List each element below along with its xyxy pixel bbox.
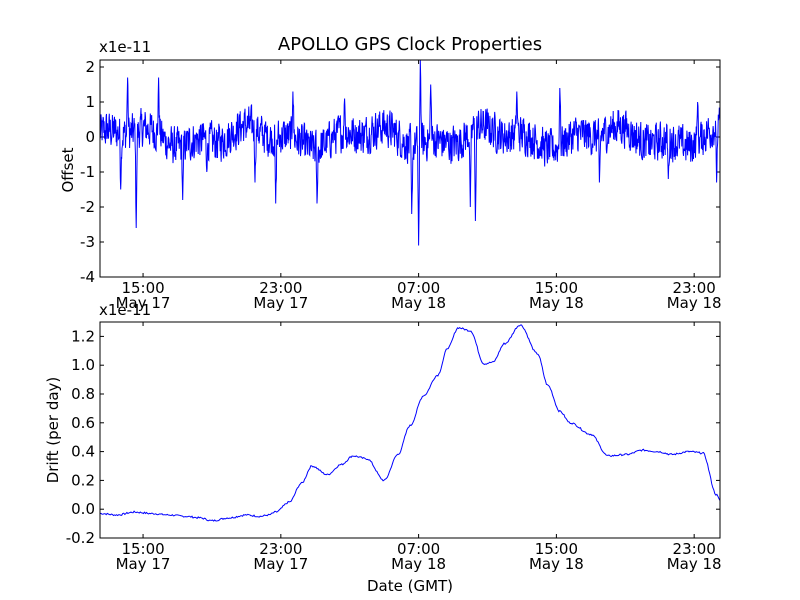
xtick-date-label: May 17	[253, 294, 308, 312]
xtick-time-label: 23:00	[673, 279, 716, 297]
xtick-date-label: May 18	[391, 294, 446, 312]
xtick-time-label: 23:00	[673, 540, 716, 558]
ytick-label: -1	[80, 163, 95, 181]
ytick-label: 1	[85, 93, 95, 111]
ytick-label: 0.8	[71, 385, 95, 403]
xtick-time-label: 15:00	[535, 279, 578, 297]
date-axis-label: Date (GMT)	[367, 577, 453, 595]
drift-series-line	[99, 324, 721, 522]
drift-scale-label: x1e-11	[99, 301, 151, 319]
xtick-time-label: 23:00	[259, 540, 302, 558]
xtick-date-label: May 18	[391, 555, 446, 573]
xtick-time-label: 15:00	[121, 279, 164, 297]
ytick-label: 0	[85, 128, 95, 146]
xtick-date-label: May 17	[116, 294, 171, 312]
xtick-time-label: 23:00	[259, 279, 302, 297]
xtick-date-label: May 17	[253, 555, 308, 573]
xtick-time-label: 07:00	[397, 540, 440, 558]
offset-series-line	[99, 59, 721, 246]
ytick-label: 0.2	[71, 471, 95, 489]
offset-scale-label: x1e-11	[99, 38, 151, 56]
offset-plot-frame	[99, 59, 721, 278]
xtick-time-label: 15:00	[535, 540, 578, 558]
xtick-date-label: May 17	[116, 555, 171, 573]
ytick-label: 2	[85, 58, 95, 76]
ytick-label: 0.0	[71, 500, 95, 518]
ytick-label: 1.2	[71, 327, 95, 345]
ytick-label: 0.6	[71, 414, 95, 432]
drift-axis-label: Drift (per day)	[44, 377, 62, 484]
xtick-time-label: 15:00	[121, 540, 164, 558]
drift-plot-frame	[99, 321, 721, 539]
ytick-label: -3	[80, 233, 95, 251]
xtick-date-label: May 18	[529, 555, 584, 573]
ytick-label: -0.2	[66, 529, 95, 547]
offset-axis-label: Offset	[59, 147, 77, 192]
ytick-label: -4	[80, 268, 95, 286]
xtick-time-label: 07:00	[397, 279, 440, 297]
ytick-label: -2	[80, 198, 95, 216]
xtick-date-label: May 18	[667, 555, 722, 573]
xtick-date-label: May 18	[667, 294, 722, 312]
ytick-label: 1.0	[71, 356, 95, 374]
ytick-label: 0.4	[71, 443, 95, 461]
xtick-date-label: May 18	[529, 294, 584, 312]
chart-title: APOLLO GPS Clock Properties	[278, 34, 542, 55]
